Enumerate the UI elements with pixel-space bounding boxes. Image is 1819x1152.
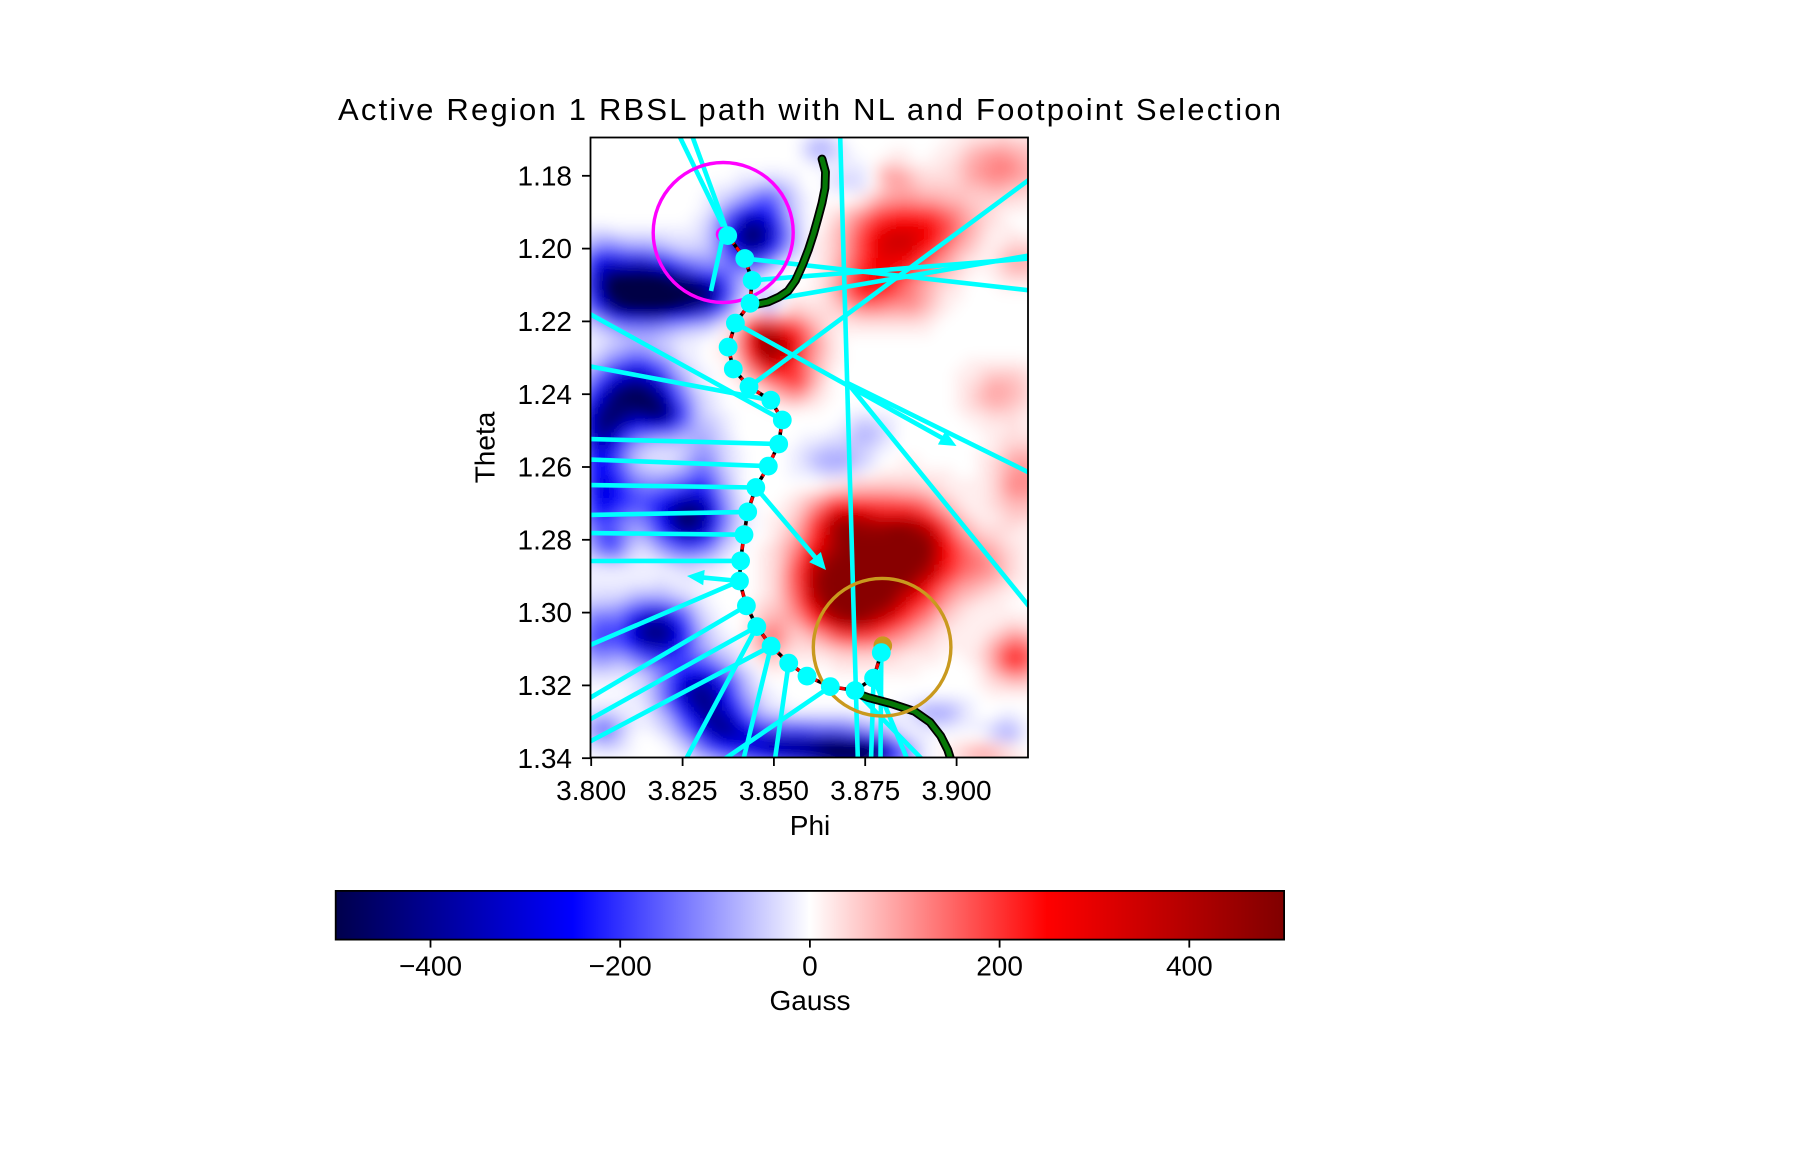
svg-text:1.30: 1.30 <box>518 597 573 628</box>
svg-text:1.34: 1.34 <box>518 743 573 774</box>
svg-text:1.22: 1.22 <box>518 306 573 337</box>
svg-text:3.850: 3.850 <box>739 775 809 806</box>
svg-text:1.18: 1.18 <box>518 160 573 191</box>
svg-text:1.24: 1.24 <box>518 379 573 410</box>
svg-text:1.26: 1.26 <box>518 452 573 483</box>
svg-text:1.28: 1.28 <box>518 524 573 555</box>
svg-text:3.800: 3.800 <box>556 775 626 806</box>
svg-text:3.825: 3.825 <box>648 775 718 806</box>
svg-text:1.32: 1.32 <box>518 670 573 701</box>
svg-text:Theta: Theta <box>470 411 501 483</box>
svg-text:3.875: 3.875 <box>830 775 900 806</box>
svg-text:200: 200 <box>976 951 1023 982</box>
svg-text:−400: −400 <box>399 951 462 982</box>
svg-text:3.900: 3.900 <box>922 775 992 806</box>
svg-text:Gauss: Gauss <box>770 985 851 1016</box>
svg-text:Active Region 1 RBSL path with: Active Region 1 RBSL path with NL and Fo… <box>338 92 1281 127</box>
svg-text:0: 0 <box>802 951 818 982</box>
svg-text:Phi: Phi <box>790 810 830 841</box>
svg-text:1.20: 1.20 <box>518 233 573 264</box>
svg-text:400: 400 <box>1166 951 1213 982</box>
svg-text:−200: −200 <box>589 951 652 982</box>
